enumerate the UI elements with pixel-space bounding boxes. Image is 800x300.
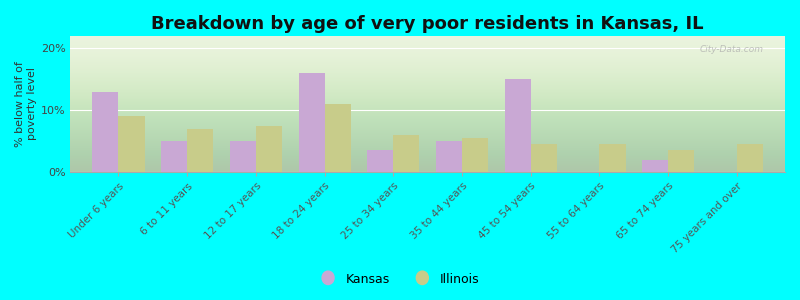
Title: Breakdown by age of very poor residents in Kansas, IL: Breakdown by age of very poor residents … (151, 15, 704, 33)
Bar (325, 104, 350, 172)
Bar (642, 160, 668, 172)
Bar (367, 150, 394, 172)
Bar (530, 144, 557, 172)
Bar (230, 141, 256, 172)
Text: City-Data.com: City-Data.com (699, 46, 763, 55)
Bar (161, 141, 187, 172)
Legend: Kansas, Illinois: Kansas, Illinois (315, 268, 485, 291)
Bar (737, 144, 763, 172)
Bar (436, 141, 462, 172)
Bar (599, 144, 626, 172)
Bar (92, 92, 118, 172)
Bar (505, 79, 530, 172)
Bar (394, 135, 419, 172)
Bar (668, 150, 694, 172)
Bar (256, 126, 282, 172)
Bar (187, 129, 214, 172)
Bar (298, 73, 325, 172)
Y-axis label: % below half of
poverty level: % below half of poverty level (15, 61, 37, 147)
Bar (118, 116, 145, 172)
Bar (462, 138, 488, 172)
